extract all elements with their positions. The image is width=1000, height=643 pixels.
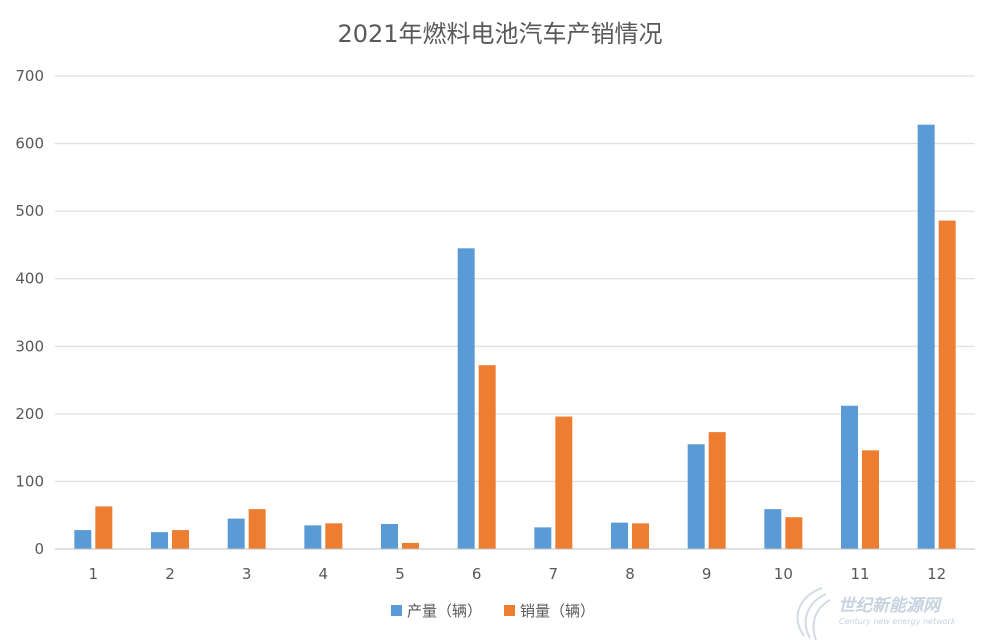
- legend-swatch-production: [391, 605, 402, 616]
- bar-production: [917, 124, 935, 549]
- watermark: 世纪新能源网 Century new energy network: [796, 587, 956, 641]
- bar-sales: [95, 506, 113, 549]
- chart-title: 2021年燃料电池汽车产销情况: [337, 20, 662, 48]
- y-tick-label: 0: [34, 540, 44, 558]
- bar-sales: [172, 530, 189, 549]
- bar-production: [457, 248, 475, 550]
- y-tick-label: 600: [15, 135, 44, 153]
- bar-production: [227, 518, 245, 549]
- bar-sales: [402, 542, 419, 549]
- y-tick-label: 300: [15, 337, 44, 355]
- x-tick-label: 4: [319, 565, 329, 583]
- x-tick-label: 6: [472, 565, 482, 583]
- bar-production: [611, 522, 628, 549]
- bar-production: [687, 444, 705, 549]
- y-tick-label: 400: [15, 270, 44, 288]
- bar-sales: [478, 365, 496, 549]
- x-tick-label: 11: [850, 565, 869, 583]
- y-tick-label: 700: [15, 67, 44, 85]
- watermark-subtitle: Century new energy network: [839, 617, 956, 626]
- x-tick-label: 10: [774, 565, 793, 583]
- bar-production: [764, 509, 782, 549]
- bar-production: [151, 532, 168, 549]
- legend-swatch-sales: [504, 605, 515, 616]
- bar-sales: [555, 416, 573, 549]
- y-tick-label: 500: [15, 202, 44, 220]
- x-tick-label: 9: [702, 565, 712, 583]
- bar-sales: [325, 523, 343, 549]
- x-tick-label: 12: [927, 565, 946, 583]
- bar-production: [534, 527, 552, 549]
- gridlines: [55, 75, 975, 482]
- legend-label-production: 产量（辆）: [407, 602, 482, 620]
- bar-sales: [708, 432, 726, 549]
- watermark-name: 世纪新能源网: [838, 596, 943, 616]
- bar-sales: [938, 220, 956, 550]
- legend: 产量（辆） 销量（辆）: [391, 602, 595, 620]
- bar-production: [841, 405, 858, 549]
- x-tick-label: 8: [625, 565, 635, 583]
- y-tick-label: 200: [15, 405, 44, 423]
- x-tick-label: 2: [165, 565, 175, 583]
- watermark-logo-icon: [796, 587, 831, 641]
- legend-label-sales: 销量（辆）: [520, 602, 595, 620]
- x-tick-label: 1: [89, 565, 99, 583]
- bar-production: [381, 523, 398, 549]
- bar-sales: [785, 517, 803, 549]
- x-axis-ticks: 1 2 3 4 5 6 7 8 9 10 11 12: [89, 565, 947, 583]
- bar-production: [304, 525, 322, 549]
- bar-sales: [862, 450, 879, 549]
- y-axis-ticks: 0 100 200 300 400 500 600 700: [15, 67, 44, 558]
- bar-production: [74, 530, 92, 549]
- bar-sales: [632, 523, 649, 549]
- x-tick-label: 3: [242, 565, 252, 583]
- y-tick-label: 100: [15, 472, 44, 490]
- bars: [74, 124, 956, 550]
- bar-sales: [248, 509, 266, 549]
- x-tick-label: 5: [395, 565, 405, 583]
- x-tick-label: 7: [549, 565, 559, 583]
